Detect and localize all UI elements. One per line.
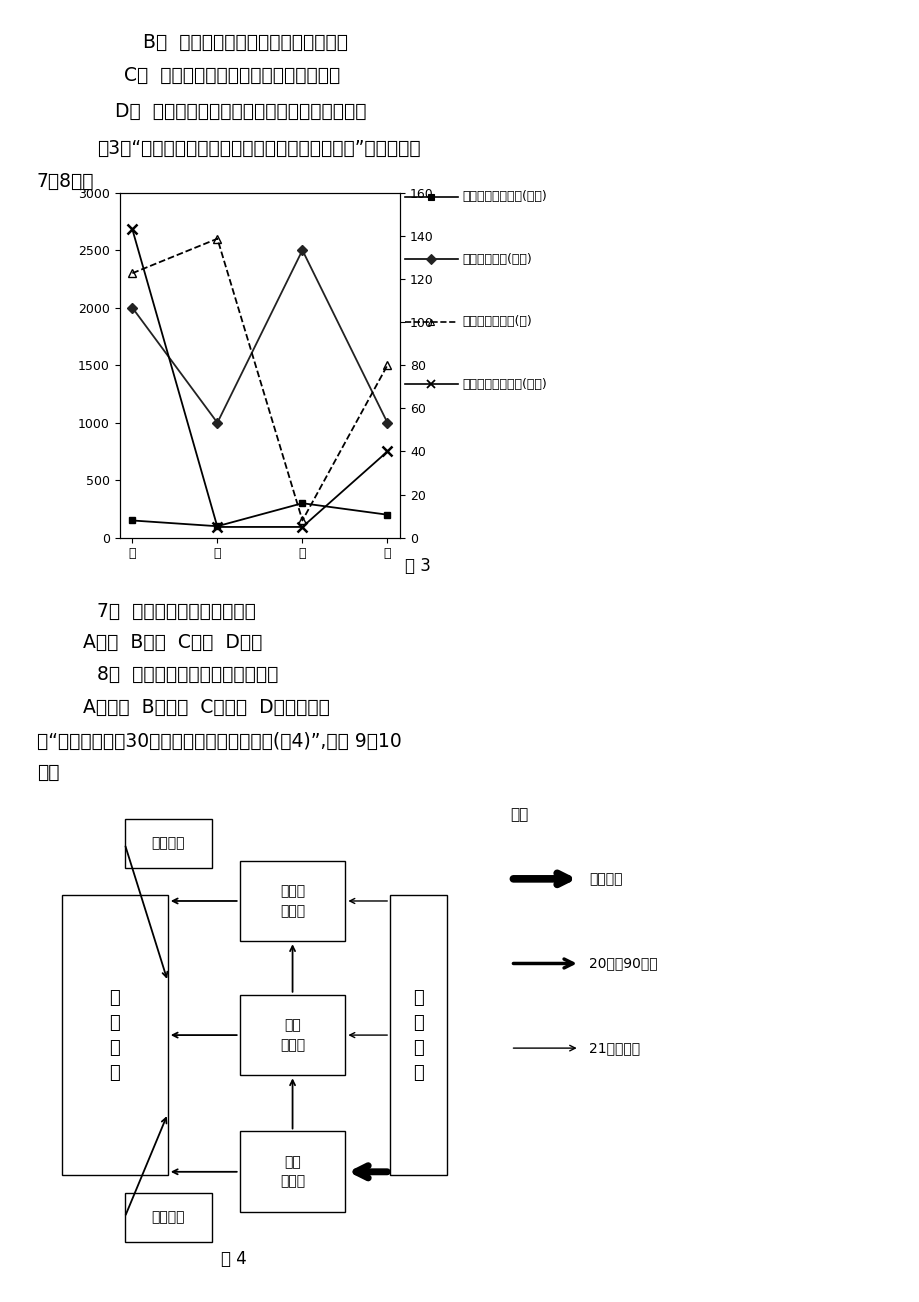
Text: 21世纪初期: 21世纪初期 [588,1042,640,1055]
Text: 图3为“四个国家在某年中的簮食作物生产的统计图”。读图完成: 图3为“四个国家在某年中的簮食作物生产的统计图”。读图完成 [96,139,420,159]
Bar [125,819,212,868]
Text: C．  低处洞穴较多，是因人类开凿而增加: C． 低处洞穴较多，是因人类开凿而增加 [124,66,340,86]
Text: 开放初期: 开放初期 [588,872,621,885]
Text: 海外产业: 海外产业 [152,837,185,850]
Bar [62,896,168,1174]
Text: 长江
三角洲: 长江 三角洲 [279,1018,305,1052]
Text: 8．  与甲国农业生产特征相似的是: 8． 与甲国农业生产特征相似的是 [96,665,278,685]
Text: B．  自下而上洞穴形成的时间越来越迟: B． 自下而上洞穴形成的时间越来越迟 [142,33,347,52]
Text: 海
外
产
业: 海 外 产 业 [413,988,424,1082]
Text: 图 3: 图 3 [404,557,430,575]
Text: 每公顿肂料使用量(千克): 每公顿肂料使用量(千克) [462,190,547,203]
Text: 中
西
部
地: 中 西 部 地 [109,988,120,1082]
Text: D．  高处洞穴较少，可能是久经外力作用而消失: D． 高处洞穴较少，可能是久经外力作用而消失 [115,102,366,121]
Text: 平均每人耕地面积(公顿): 平均每人耕地面积(公顿) [462,378,547,391]
Text: 读“我国改革开放30年来产业转移线路示意图(图4)”,完成 9～10: 读“我国改革开放30年来产业转移线路示意图(图4)”,完成 9～10 [37,732,401,751]
Text: 图例: 图例 [510,807,528,823]
Text: 7～8题。: 7～8题。 [37,172,95,191]
Text: 环渤海
经济区: 环渤海 经济区 [279,884,305,918]
Text: 20世纪90年代: 20世纪90年代 [588,957,657,970]
Text: 平均每人收获量(吨): 平均每人收获量(吨) [462,315,532,328]
Text: 珠江
三角洲: 珠江 三角洲 [279,1155,305,1189]
Text: A．印度  B．美国  C．蒙古  D．尼日利亚: A．印度 B．美国 C．蒙古 D．尼日利亚 [83,698,329,717]
Bar [125,1193,212,1242]
Bar [239,995,346,1075]
Text: 每公顿收获量(千克): 每公顿收获量(千克) [462,253,532,266]
Text: A．甲  B．乙  C．丙  D．丁: A．甲 B．乙 C．丙 D．丁 [83,633,262,652]
Bar [239,1131,346,1212]
Text: 图 4: 图 4 [221,1250,246,1268]
Bar [239,861,346,941]
Bar [390,896,447,1174]
Text: 海外产业: 海外产业 [152,1211,185,1224]
Text: 题。: 题。 [37,763,59,783]
Text: 7．  最可能是水稻种植业的是: 7． 最可能是水稻种植业的是 [96,602,255,621]
